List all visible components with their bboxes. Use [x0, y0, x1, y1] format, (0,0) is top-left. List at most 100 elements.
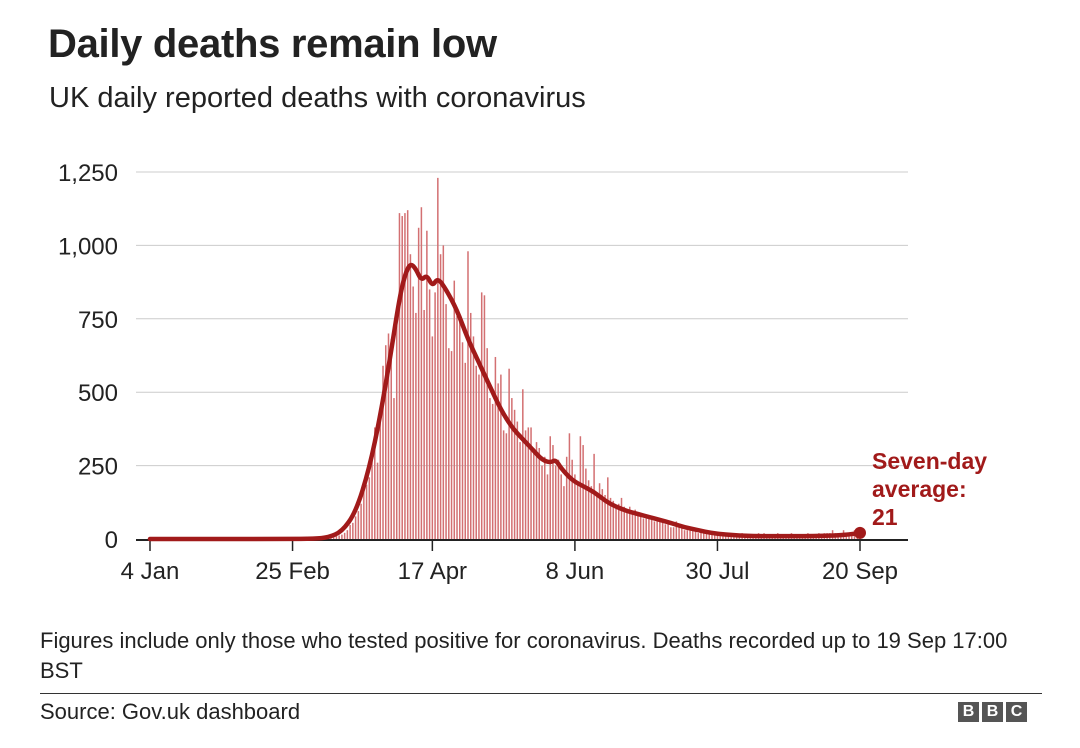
daily-deaths-bar	[590, 486, 593, 539]
daily-deaths-bar	[716, 533, 719, 539]
daily-deaths-bar	[363, 490, 365, 539]
daily-deaths-bar	[642, 518, 645, 539]
daily-deaths-bar	[713, 533, 716, 539]
daily-deaths-bar	[374, 427, 376, 539]
daily-deaths-bar	[409, 254, 412, 539]
daily-deaths-bar	[442, 245, 445, 539]
daily-deaths-bar	[678, 527, 680, 539]
x-axis-ticks: 4 Jan 25 Feb 17 Apr 8 Jun 30 Jul 20 Sep	[121, 540, 898, 585]
daily-deaths-bar	[574, 474, 576, 539]
daily-deaths-bar	[401, 216, 403, 540]
daily-deaths-bar	[604, 494, 606, 539]
annotation-line-1: Seven-day	[872, 448, 987, 474]
daily-deaths-bar	[472, 336, 475, 539]
daily-deaths-bar	[420, 207, 423, 540]
y-tick-label: 1,000	[58, 233, 118, 260]
daily-deaths-bar	[524, 430, 527, 539]
daily-deaths-bar	[705, 533, 708, 539]
daily-deaths-bar	[689, 527, 691, 539]
daily-deaths-bar	[598, 483, 601, 539]
daily-deaths-bar	[618, 503, 620, 539]
daily-deaths-bar	[549, 436, 551, 539]
daily-deaths-bar	[431, 336, 434, 539]
daily-deaths-bar	[502, 430, 505, 539]
daily-deaths-bar	[708, 533, 710, 539]
y-tick-label: 750	[78, 307, 118, 334]
daily-deaths-bar	[483, 295, 486, 539]
daily-deaths-bar	[511, 398, 513, 539]
daily-deaths-bar	[417, 227, 420, 539]
daily-deaths-bar	[648, 515, 650, 539]
daily-deaths-bar	[390, 339, 392, 539]
daily-deaths-bar	[346, 530, 349, 539]
daily-deaths-bar	[505, 433, 508, 539]
daily-deaths-bar	[428, 289, 431, 539]
daily-deaths-bar	[519, 442, 521, 539]
seven-day-average-line	[147, 262, 863, 542]
daily-deaths-bar	[681, 527, 683, 539]
daily-deaths-bar	[722, 536, 724, 539]
daily-deaths-bar	[445, 304, 447, 539]
daily-deaths-bar	[683, 530, 686, 539]
daily-deaths-bar	[593, 453, 595, 539]
x-tick-label: 4 Jan	[121, 558, 180, 585]
daily-deaths-bar	[349, 524, 351, 539]
daily-deaths-bar	[398, 213, 401, 539]
daily-deaths-bar	[620, 497, 623, 539]
annotation-value: 21	[872, 504, 898, 530]
daily-deaths-bar	[552, 445, 554, 539]
daily-deaths-bar	[469, 312, 472, 539]
daily-deaths-bar	[437, 177, 439, 539]
y-tick-label: 1,250	[58, 160, 118, 187]
daily-deaths-bar	[661, 521, 664, 539]
daily-deaths-bar	[637, 515, 639, 539]
daily-deaths-bar	[607, 477, 609, 539]
daily-deaths-bar	[530, 427, 532, 539]
daily-deaths-bar	[544, 456, 546, 539]
daily-deaths-bar	[368, 477, 371, 539]
daily-deaths-bar	[576, 483, 579, 539]
daily-deaths-bar	[719, 536, 721, 539]
daily-deaths-bar	[533, 447, 535, 539]
y-axis-labels: 0 250 500 750 1,000 1,250	[58, 160, 118, 554]
daily-deaths-bar	[692, 530, 694, 539]
daily-deaths-bar	[379, 409, 382, 539]
x-tick-label: 20 Sep	[822, 558, 898, 585]
daily-deaths-bar	[354, 516, 357, 539]
daily-deaths-bar	[335, 536, 338, 539]
daily-deaths-bar	[579, 436, 582, 539]
daily-deaths-bar	[486, 348, 488, 539]
daily-deaths-bar	[628, 506, 631, 539]
daily-deaths-bars	[316, 177, 861, 540]
daily-deaths-bar	[343, 532, 346, 539]
daily-deaths-bar	[702, 533, 705, 539]
daily-deaths-bar	[415, 312, 417, 539]
daily-deaths-bar	[508, 368, 510, 539]
daily-deaths-bar	[694, 530, 697, 539]
y-tick-label: 500	[78, 380, 118, 407]
daily-deaths-bar	[456, 315, 458, 539]
daily-deaths-bar	[667, 524, 669, 539]
daily-deaths-bar	[697, 533, 700, 539]
daily-deaths-bar	[672, 527, 675, 539]
daily-deaths-bar	[571, 459, 573, 539]
bbc-logo-letter: B	[982, 702, 1003, 722]
y-tick-label: 0	[105, 527, 118, 554]
chart-subtitle: UK daily reported deaths with coronaviru…	[49, 82, 586, 114]
daily-deaths-bar	[494, 356, 497, 539]
daily-deaths-bar	[459, 315, 461, 539]
daily-deaths-bar	[406, 210, 409, 540]
x-tick-label: 8 Jun	[546, 558, 605, 585]
bbc-logo-letter: B	[958, 702, 979, 722]
daily-deaths-bar	[395, 309, 398, 539]
source-label: Source: Gov.uk dashboard	[40, 699, 301, 724]
daily-deaths-bar	[546, 474, 549, 539]
daily-deaths-bar	[426, 230, 428, 539]
daily-deaths-bar	[670, 527, 672, 539]
footer-divider	[40, 693, 1042, 694]
daily-deaths-bar	[700, 530, 702, 539]
bbc-logo: B B C	[958, 702, 1027, 722]
daily-deaths-bar	[582, 445, 584, 539]
daily-deaths-bar	[601, 489, 604, 539]
y-tick-label: 250	[78, 454, 118, 481]
